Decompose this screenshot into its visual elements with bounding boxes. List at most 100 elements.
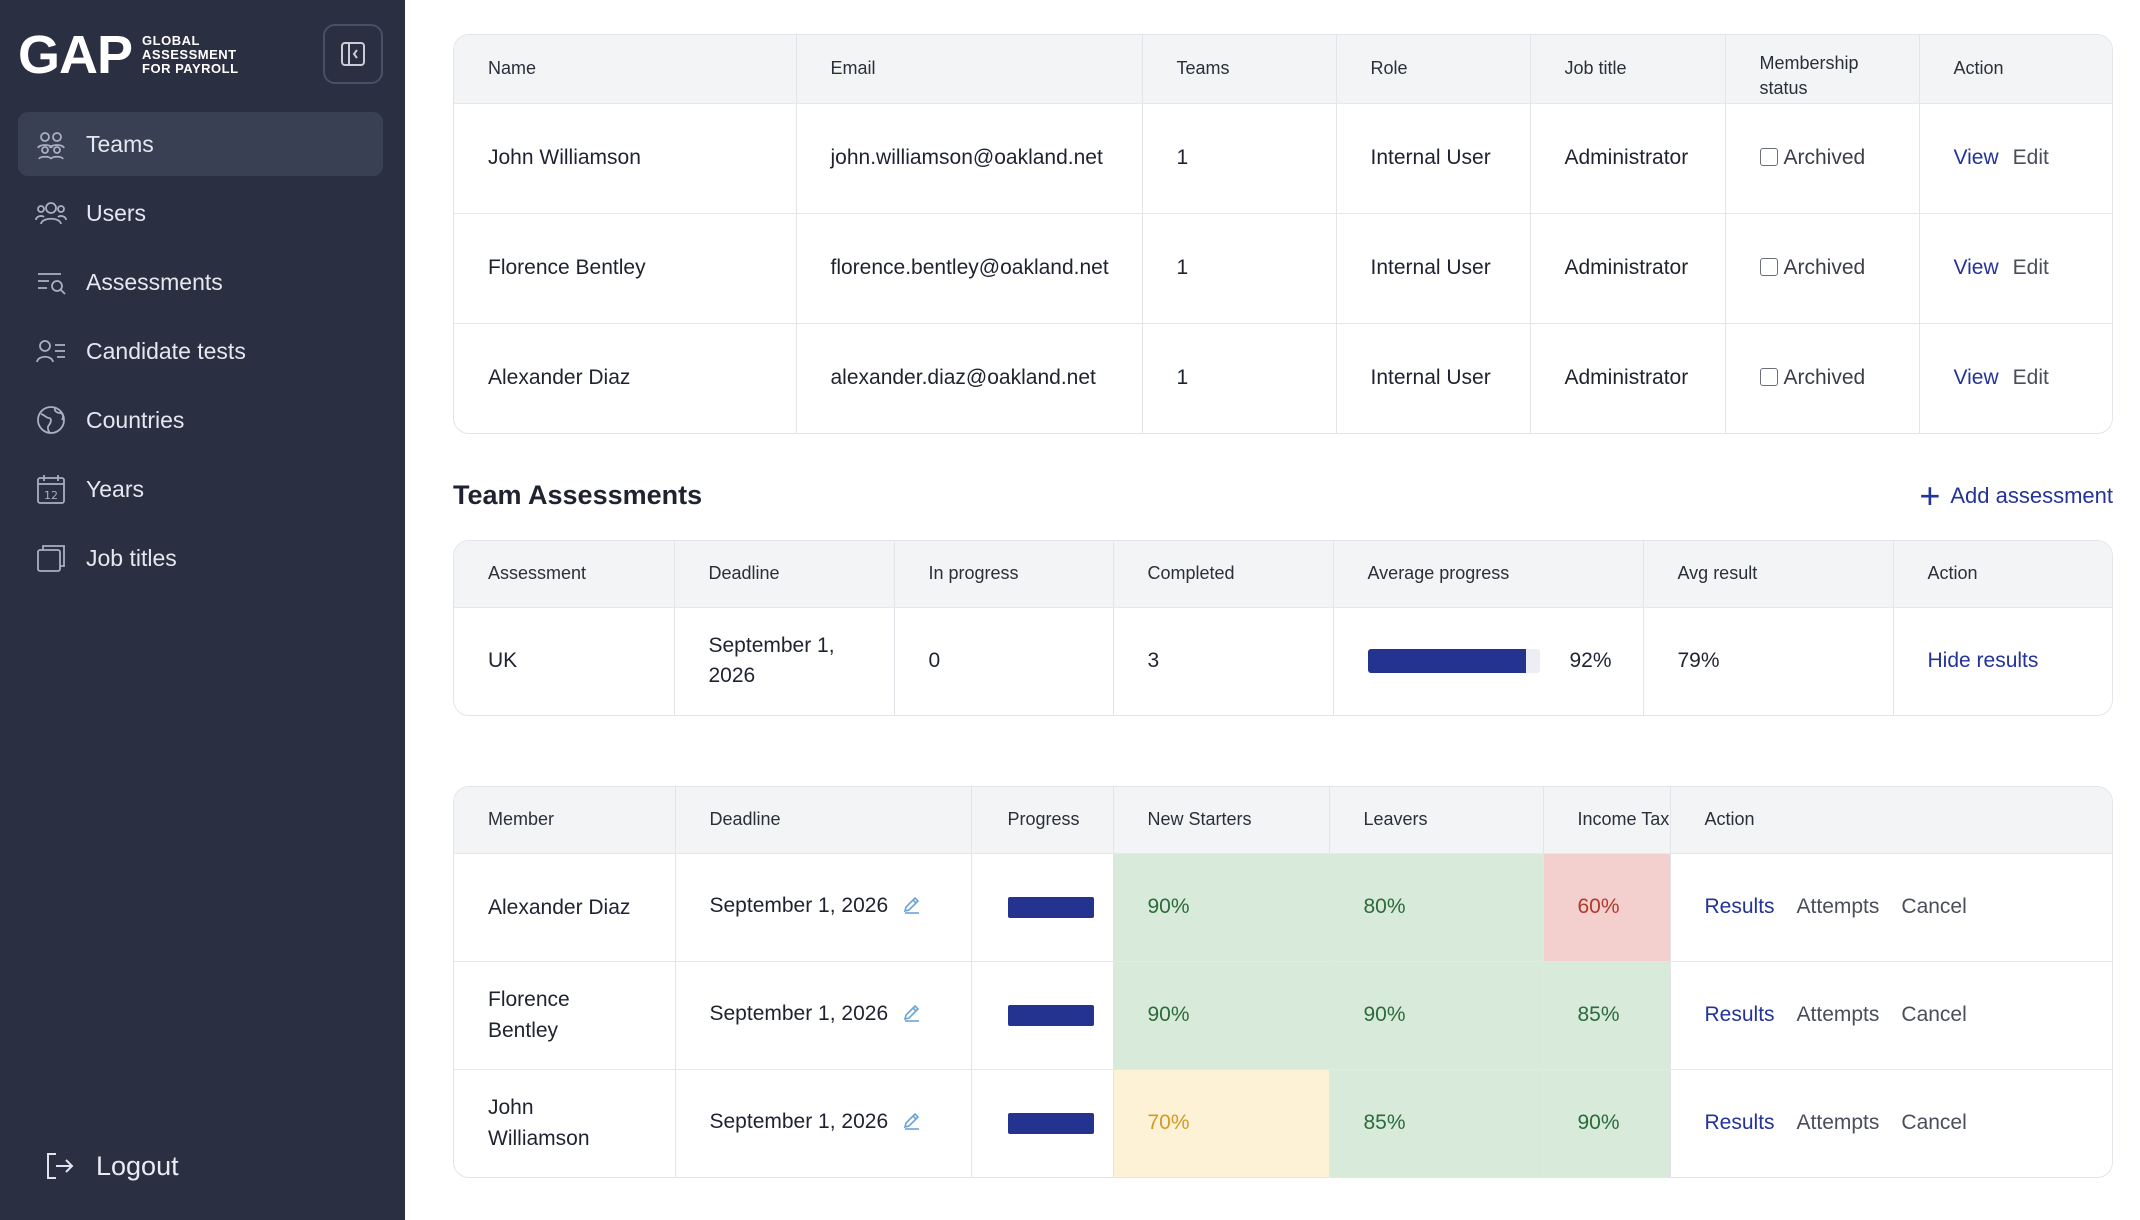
view-link[interactable]: View: [1953, 146, 1999, 169]
member-progress: [971, 1068, 1114, 1177]
average-progress-fill: [1367, 649, 1526, 674]
cancel-link[interactable]: Cancel: [1901, 1003, 1967, 1026]
add-assessment-button[interactable]: + Add assessment: [1919, 478, 2113, 514]
progress-fill: [1007, 896, 1094, 918]
attempts-link[interactable]: Attempts: [1796, 1111, 1880, 1135]
collapse-sidebar-button[interactable]: [323, 24, 383, 84]
cancel-link[interactable]: Cancel: [1901, 895, 1967, 918]
column-header-assessment[interactable]: Assessment: [454, 541, 675, 607]
team-assessments-title: Team Assessments: [453, 480, 703, 510]
sidebar-item-label: Countries: [86, 406, 185, 433]
sidebar-item-users[interactable]: Users: [18, 181, 383, 245]
column-header-membership-status[interactable]: Membership status: [1725, 35, 1920, 103]
in-progress-count: 0: [894, 606, 1114, 715]
cancel-link[interactable]: Cancel: [1901, 1111, 1967, 1135]
column-header-role[interactable]: Role: [1336, 35, 1531, 103]
edit-deadline-icon[interactable]: [902, 1002, 922, 1028]
member-results-table: Member Deadline Progress New Starters Le…: [454, 787, 2112, 1177]
results-link[interactable]: Results: [1704, 895, 1775, 918]
column-header-avg-result[interactable]: Avg result: [1643, 541, 1894, 607]
member-email: alexander.diaz@oakland.net: [796, 322, 1143, 433]
new-starters-score: 90%: [1113, 852, 1330, 961]
column-header-teams[interactable]: Teams: [1142, 35, 1337, 103]
edit-link[interactable]: Edit: [2012, 146, 2049, 169]
progress-fill: [1007, 1113, 1094, 1135]
member-job-title: Administrator: [1530, 322, 1726, 433]
archived-checkbox[interactable]: [1759, 368, 1778, 387]
column-header-new-starters[interactable]: New Starters: [1113, 787, 1330, 853]
globe-icon: [34, 403, 68, 437]
candidate-tests-icon: [34, 334, 68, 368]
archived-label: Archived: [1783, 256, 1866, 279]
sidebar-item-assessments[interactable]: Assessments: [18, 250, 383, 314]
sidebar-collapse-icon: [341, 42, 365, 66]
team-assessments-card: Assessment Deadline In progress Complete…: [453, 540, 2113, 716]
income-tax-score: 90%: [1543, 1068, 1671, 1177]
member-results-card: Member Deadline Progress New Starters Le…: [453, 786, 2113, 1178]
column-header-name[interactable]: Name: [454, 35, 797, 103]
hide-results-link[interactable]: Hide results: [1927, 649, 2039, 673]
assessments-icon: [34, 265, 68, 299]
sidebar-item-teams[interactable]: Teams: [18, 112, 383, 176]
member-role: Internal User: [1336, 212, 1531, 323]
member-job-title: Administrator: [1530, 102, 1726, 213]
sidebar-item-years[interactable]: 12 Years: [18, 457, 383, 521]
archived-checkbox[interactable]: [1759, 148, 1778, 166]
results-link[interactable]: Results: [1704, 1111, 1775, 1135]
logo-wordmark: GAP: [18, 25, 133, 85]
member-role: Internal User: [1336, 102, 1531, 213]
sidebar-item-candidate-tests[interactable]: Candidate tests: [18, 319, 383, 383]
membership-status: Archived: [1725, 212, 1920, 323]
member-progress: [971, 852, 1114, 961]
column-header-deadline[interactable]: Deadline: [675, 787, 972, 853]
team-assessments-table: Assessment Deadline In progress Complete…: [454, 541, 2112, 715]
edit-link[interactable]: Edit: [2012, 366, 2049, 390]
sidebar-item-job-titles[interactable]: Job titles: [18, 526, 383, 590]
column-header-deadline[interactable]: Deadline: [674, 541, 895, 607]
row-actions: Results Attempts Cancel: [1670, 852, 2112, 961]
row-actions: View Edit: [1919, 212, 2112, 323]
row-actions: Results Attempts Cancel: [1670, 960, 2112, 1069]
sidebar-item-countries[interactable]: Countries: [18, 388, 383, 452]
column-header-completed[interactable]: Completed: [1113, 541, 1334, 607]
attempts-link[interactable]: Attempts: [1796, 1003, 1880, 1026]
archived-checkbox[interactable]: [1759, 258, 1778, 276]
membership-status: Archived: [1725, 102, 1920, 213]
member-teams-count: 1: [1142, 212, 1337, 323]
results-link[interactable]: Results: [1704, 1003, 1775, 1026]
logo[interactable]: GAP GLOBAL ASSESSMENT FOR PAYROLL: [18, 28, 239, 82]
column-header-member[interactable]: Member: [454, 787, 676, 853]
edit-deadline-icon[interactable]: [902, 894, 922, 920]
column-header-leavers[interactable]: Leavers: [1329, 787, 1544, 853]
member-name: Alexander Diaz: [454, 852, 676, 961]
svg-text:12: 12: [44, 489, 58, 502]
table-row: UK September 1, 2026 0 3 92% 79% Hide re…: [454, 606, 2112, 715]
column-header-average-progress[interactable]: Average progress: [1333, 541, 1644, 607]
member-role: Internal User: [1336, 322, 1531, 433]
member-name: Alexander Diaz: [454, 322, 797, 433]
attempts-link[interactable]: Attempts: [1796, 895, 1880, 918]
column-header-income-tax[interactable]: Income Tax: [1543, 787, 1671, 853]
calendar-icon: 12: [34, 472, 68, 506]
average-progress-percent: 92%: [1569, 649, 1612, 673]
column-header-in-progress[interactable]: In progress: [894, 541, 1114, 607]
deadline-text: September 1, 2026: [709, 1002, 889, 1025]
view-link[interactable]: View: [1953, 366, 1999, 390]
sidebar: GAP GLOBAL ASSESSMENT FOR PAYROLL Teams …: [0, 0, 405, 1220]
column-header-email[interactable]: Email: [796, 35, 1143, 103]
archived-label: Archived: [1783, 146, 1866, 169]
member-name: Florence Bentley: [454, 212, 797, 323]
income-tax-score: 85%: [1543, 960, 1671, 1069]
sidebar-item-label: Job titles: [86, 544, 177, 571]
edit-link[interactable]: Edit: [2012, 256, 2049, 279]
logout-button[interactable]: Logout: [44, 1150, 179, 1182]
row-actions: Hide results: [1893, 606, 2112, 715]
view-link[interactable]: View: [1953, 256, 1999, 279]
column-header-job-title[interactable]: Job title: [1530, 35, 1726, 103]
table-row: Alexander Diaz September 1, 2026 90% 80%…: [454, 852, 2112, 961]
column-header-progress[interactable]: Progress: [971, 787, 1114, 853]
table-row: Alexander Diaz alexander.diaz@oakland.ne…: [454, 322, 2112, 433]
edit-deadline-icon[interactable]: [902, 1110, 922, 1136]
logout-label: Logout: [96, 1150, 179, 1181]
row-actions: View Edit: [1919, 102, 2112, 213]
